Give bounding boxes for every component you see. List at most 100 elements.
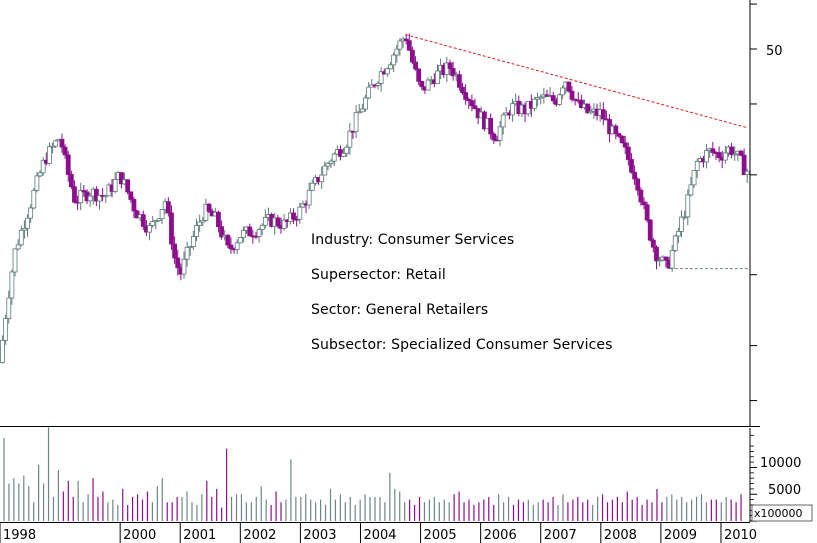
x-tick-label: 2007 bbox=[544, 528, 577, 543]
candle-down bbox=[463, 92, 469, 100]
candle-up bbox=[353, 111, 359, 132]
candle-up bbox=[704, 150, 709, 163]
candle-up bbox=[557, 94, 562, 105]
candle-up bbox=[47, 146, 52, 164]
volume-bars bbox=[3, 427, 742, 521]
candle-up bbox=[497, 126, 503, 141]
candle-down bbox=[741, 154, 747, 175]
candle-up bbox=[37, 172, 43, 177]
candle-down bbox=[629, 159, 634, 173]
candle-up bbox=[18, 229, 24, 246]
candle-down bbox=[632, 171, 637, 180]
annotation-industry: Industry: Consumer Services bbox=[311, 232, 515, 248]
candle-up bbox=[328, 160, 334, 164]
candle-up bbox=[40, 159, 46, 174]
candle-up bbox=[391, 54, 397, 66]
x-tick-label: 2009 bbox=[664, 528, 697, 543]
x-tick-label: 2010 bbox=[724, 528, 757, 543]
annotation-subsector: Subsector: Specialized Consumer Services bbox=[311, 337, 613, 353]
price-candles bbox=[0, 33, 750, 364]
candle-up bbox=[241, 229, 246, 238]
trend-lines bbox=[405, 34, 749, 270]
candle-up bbox=[384, 68, 390, 75]
trend-line bbox=[405, 34, 749, 129]
candle-up bbox=[394, 48, 400, 56]
candle-down bbox=[450, 68, 456, 77]
annotation-sector: Sector: General Retailers bbox=[311, 302, 489, 318]
candle-down bbox=[622, 142, 628, 148]
candle-down bbox=[663, 256, 669, 261]
candle-down bbox=[619, 135, 625, 144]
x-tick-label: 2005 bbox=[424, 528, 457, 543]
candle-up bbox=[103, 195, 109, 198]
candle-up bbox=[300, 203, 306, 208]
candle-down bbox=[172, 243, 178, 259]
candle-down bbox=[644, 204, 650, 221]
candle-up bbox=[200, 219, 206, 223]
x-tick-label: 2006 bbox=[484, 528, 517, 543]
candle-up bbox=[356, 111, 362, 114]
candle-up bbox=[262, 217, 268, 226]
x-tick-label: 2003 bbox=[303, 528, 336, 543]
candle-up bbox=[388, 64, 393, 70]
x-tick-label: 2008 bbox=[604, 528, 637, 543]
candle-up bbox=[50, 145, 55, 148]
volume-tick-label: 10000 bbox=[760, 456, 801, 471]
candle-up bbox=[25, 217, 30, 229]
candle-down bbox=[247, 226, 253, 237]
candle-down bbox=[68, 174, 74, 188]
candle-up bbox=[672, 235, 678, 251]
candle-up bbox=[15, 244, 21, 250]
candle-down bbox=[131, 199, 137, 212]
candle-down bbox=[403, 38, 409, 42]
candle-down bbox=[456, 74, 462, 88]
candle-up bbox=[147, 225, 152, 233]
candle-down bbox=[472, 105, 478, 109]
axes bbox=[0, 0, 760, 523]
candle-up bbox=[657, 259, 663, 262]
candle-up bbox=[22, 227, 27, 231]
candle-down bbox=[72, 186, 77, 203]
candle-down bbox=[65, 154, 71, 175]
annotation-supersector: Supersector: Retail bbox=[311, 267, 446, 283]
candle-down bbox=[625, 146, 631, 160]
candle-down bbox=[125, 179, 131, 193]
candle-up bbox=[194, 225, 199, 237]
candle-up bbox=[187, 246, 193, 248]
x-tick-label: 1998 bbox=[3, 528, 36, 543]
candle-up bbox=[181, 258, 187, 275]
candle-down bbox=[650, 239, 656, 248]
candle-up bbox=[688, 184, 694, 196]
candle-down bbox=[169, 212, 174, 245]
candle-up bbox=[237, 237, 243, 244]
candle-down bbox=[654, 246, 659, 262]
candle-down bbox=[447, 62, 453, 69]
candle-down bbox=[413, 61, 418, 70]
candle-down bbox=[729, 146, 735, 155]
candle-down bbox=[419, 80, 425, 88]
candle-up bbox=[203, 203, 209, 221]
candle-down bbox=[585, 103, 591, 114]
candle-up bbox=[682, 216, 688, 219]
candle-up bbox=[159, 209, 165, 220]
candle-up bbox=[359, 108, 365, 113]
candle-up bbox=[319, 174, 325, 183]
candle-up bbox=[34, 175, 40, 191]
candle-down bbox=[406, 40, 412, 51]
candle-down bbox=[616, 133, 622, 137]
candle-up bbox=[588, 110, 594, 114]
price-tick-label: 50 bbox=[766, 44, 783, 59]
volume-multiplier-label: x100000 bbox=[754, 507, 803, 520]
candle-down bbox=[613, 125, 619, 134]
candle-up bbox=[259, 224, 265, 230]
axis-ticks bbox=[750, 3, 757, 522]
candle-up bbox=[397, 40, 403, 50]
candle-up bbox=[363, 97, 368, 110]
candle-up bbox=[150, 221, 156, 226]
candle-up bbox=[53, 140, 59, 147]
candle-up bbox=[309, 182, 315, 191]
candle-up bbox=[12, 248, 18, 273]
candle-up bbox=[676, 230, 681, 237]
volume-tick-label: 5000 bbox=[768, 483, 801, 498]
candle-up bbox=[256, 229, 262, 237]
